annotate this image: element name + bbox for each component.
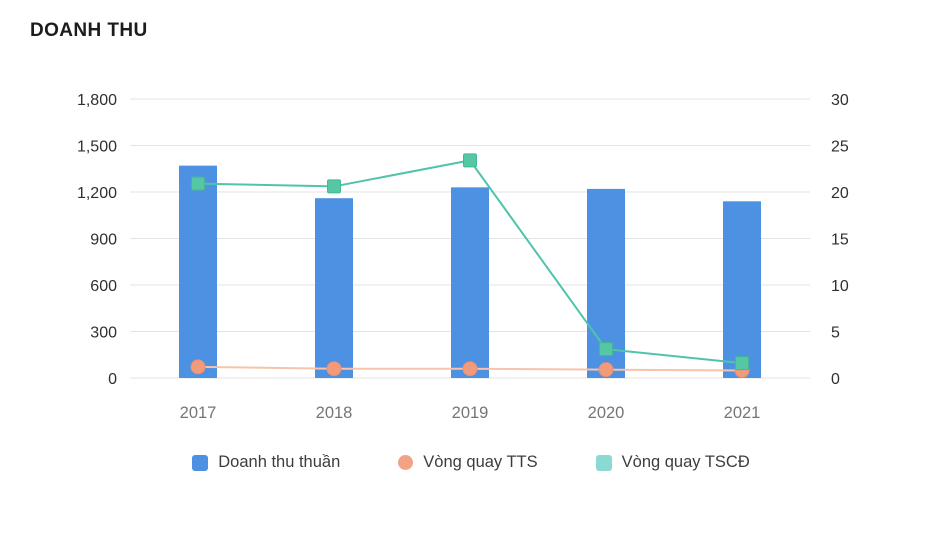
combo-chart: 0 300 600 900 1,200 1,500 1,800 0 5 10 15 20 25 30 201… — [77, 92, 849, 422]
svg-text:300: 300 — [90, 325, 117, 342]
svg-text:20: 20 — [831, 185, 849, 202]
bar-series — [179, 165, 761, 378]
svg-text:15: 15 — [831, 232, 849, 249]
svg-text:1,500: 1,500 — [77, 139, 117, 156]
chart-legend: Doanh thu thuần Vòng quay TTS Vòng quay … — [0, 453, 942, 472]
legend-item-vong-quay-tts[interactable]: Vòng quay TTS — [398, 453, 538, 472]
svg-text:1,200: 1,200 — [77, 185, 117, 202]
chart-title: DOANH THU — [30, 20, 148, 41]
line-series — [190, 153, 750, 379]
svg-text:600: 600 — [90, 278, 117, 295]
svg-text:2020: 2020 — [588, 404, 625, 422]
bar-series-swatch — [192, 454, 209, 471]
chart-area: 0 300 600 900 1,200 1,500 1,800 0 5 10 15 20 25 30 201… — [0, 46, 942, 451]
right-axis-labels: 0 5 10 15 20 25 30 — [831, 92, 849, 388]
legend-item-vong-quay-tscd[interactable]: Vòng quay TSCĐ — [595, 453, 750, 472]
svg-text:0: 0 — [108, 371, 117, 388]
svg-text:30: 30 — [831, 92, 849, 109]
svg-text:2017: 2017 — [180, 404, 217, 422]
svg-text:0: 0 — [831, 371, 840, 388]
svg-text:2021: 2021 — [724, 404, 761, 422]
svg-text:5: 5 — [831, 325, 840, 342]
svg-text:25: 25 — [831, 139, 849, 156]
svg-text:2018: 2018 — [316, 404, 353, 422]
legend-label-vong-quay-tscd: Vòng quay TSCĐ — [621, 453, 750, 471]
legend-item-doanh-thu-thuan[interactable]: Doanh thu thuần — [192, 453, 340, 472]
svg-text:1,800: 1,800 — [77, 92, 117, 109]
line-tscd-swatch — [595, 454, 612, 471]
svg-text:900: 900 — [90, 232, 117, 249]
left-axis-labels: 0 300 600 900 1,200 1,500 1,800 — [77, 92, 117, 388]
legend-label-vong-quay-tts: Vòng quay TTS — [423, 453, 538, 471]
line-tts-swatch — [398, 455, 414, 470]
x-axis-labels: 2017 2018 2019 2020 2021 — [180, 404, 761, 422]
svg-text:2019: 2019 — [452, 404, 489, 422]
legend-label-doanh-thu-thuan: Doanh thu thuần — [218, 453, 341, 471]
svg-text:10: 10 — [831, 278, 849, 295]
